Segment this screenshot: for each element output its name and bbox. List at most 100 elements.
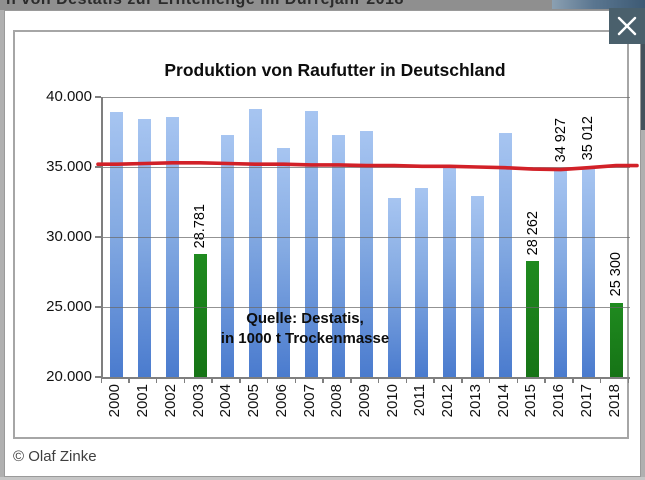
x-slot: 2000 xyxy=(101,384,129,436)
x-tick-label: 2018 xyxy=(605,384,623,418)
background-image-sliver xyxy=(552,0,645,9)
bar-slot: 34 927 xyxy=(547,97,575,377)
y-tick xyxy=(95,376,101,378)
x-tick-label: 2001 xyxy=(134,384,152,418)
bar-2004 xyxy=(221,134,235,377)
x-tick xyxy=(183,379,186,383)
x-tick-label: 2014 xyxy=(494,384,512,418)
plot-area: 28.781 28 262 34 927 35 012 25 300 xyxy=(96,96,639,379)
bar-slot: 28 262 xyxy=(519,97,547,377)
x-tick xyxy=(599,379,602,383)
x-axis-ticks xyxy=(100,379,629,384)
source-note-line1: Quelle: Destatis, xyxy=(246,310,364,327)
x-slot: 2018 xyxy=(600,384,628,436)
x-tick xyxy=(627,379,629,383)
bar-2016 xyxy=(554,168,568,377)
x-tick xyxy=(211,379,213,383)
bar-slot xyxy=(408,97,436,377)
y-tick-label: 35.000 xyxy=(46,158,92,175)
bar-2003 xyxy=(193,254,207,377)
bar-slot xyxy=(380,97,408,377)
y-tick-label: 40.000 xyxy=(46,88,92,105)
y-tick xyxy=(95,96,101,98)
bar-2014 xyxy=(498,133,512,377)
bar-value-label: 34 927 xyxy=(552,117,569,163)
source-note-line2: in 1000 t Trockenmasse xyxy=(220,329,390,347)
bar-value-label: 25 300 xyxy=(608,252,625,297)
y-tick xyxy=(95,166,101,168)
x-tick xyxy=(128,379,130,383)
x-tick-label: 2010 xyxy=(383,384,401,418)
bar-slot xyxy=(353,97,381,377)
x-tick xyxy=(239,379,241,383)
x-slot: 2009 xyxy=(351,384,379,436)
bar-value-label: 28 262 xyxy=(524,210,541,256)
x-tick-label: 2002 xyxy=(161,384,179,418)
bar-slot xyxy=(325,97,353,377)
x-tick-label: 2011 xyxy=(411,384,429,417)
bar-2002 xyxy=(165,117,179,377)
x-slot: 2012 xyxy=(434,384,462,436)
x-slot: 2017 xyxy=(573,384,601,436)
x-slot: 2003 xyxy=(184,384,212,436)
bar-slot: 35 012 xyxy=(575,97,603,377)
x-tick-label: 2006 xyxy=(272,384,290,418)
x-tick xyxy=(572,379,574,383)
y-tick xyxy=(95,306,101,308)
x-slot: 2011 xyxy=(406,384,434,436)
bar-value-label: 35 012 xyxy=(580,116,597,161)
background-page-strip: n von Destatis zur Erntemenge im Dürreja… xyxy=(0,0,645,10)
close-icon xyxy=(617,16,637,36)
x-tick-label: 2015 xyxy=(522,384,540,418)
bar-2015 xyxy=(526,261,540,377)
x-tick xyxy=(516,379,519,383)
x-tick xyxy=(100,379,102,383)
bar-2017 xyxy=(581,166,595,377)
x-slot: 2016 xyxy=(545,384,573,436)
x-slot: 2004 xyxy=(212,384,240,436)
bar-slot xyxy=(214,97,242,377)
x-slot: 2010 xyxy=(378,384,406,436)
bar-slot xyxy=(464,97,492,377)
bars: 28.781 28 262 34 927 35 012 25 300 xyxy=(103,97,630,377)
bar-slot xyxy=(436,97,464,377)
bar-slot xyxy=(158,97,186,377)
x-tick-label: 2008 xyxy=(328,384,346,418)
bar-slot: 25 300 xyxy=(602,97,630,377)
y-tick-label: 30.000 xyxy=(46,228,92,245)
x-slot: 2013 xyxy=(462,384,490,436)
x-slot: 2002 xyxy=(156,384,184,436)
background-bottom-edge xyxy=(0,477,645,480)
bar-2012 xyxy=(443,166,457,377)
bar-2005 xyxy=(249,108,263,377)
x-tick-label: 2003 xyxy=(189,384,207,418)
background-edge xyxy=(641,44,645,130)
bar-2007 xyxy=(304,111,318,377)
x-slot: 2006 xyxy=(267,384,295,436)
bar-2011 xyxy=(415,188,429,377)
x-tick xyxy=(266,379,269,383)
x-tick xyxy=(405,379,408,383)
bar-value-label: 28.781 xyxy=(192,203,209,249)
y-tick xyxy=(95,236,101,238)
x-slot: 2008 xyxy=(323,384,351,436)
x-tick xyxy=(322,379,324,383)
bar-slot xyxy=(131,97,159,377)
x-tick-label: 2013 xyxy=(466,384,484,418)
bar-2000 xyxy=(110,112,124,377)
x-slot: 2001 xyxy=(129,384,157,436)
close-button[interactable] xyxy=(609,8,645,44)
copyright-credit: © Olaf Zinke xyxy=(13,448,97,465)
bar-2006 xyxy=(276,148,290,377)
bar-slot xyxy=(103,97,131,377)
source-note: Quelle: Destatis, in 1000 t Trockenmasse xyxy=(160,309,450,348)
y-tick-label: 25.000 xyxy=(46,298,92,315)
x-tick xyxy=(155,379,158,383)
x-tick-label: 2004 xyxy=(217,384,235,418)
bar-2001 xyxy=(138,119,152,377)
x-tick-label: 2017 xyxy=(577,384,595,418)
bar-2008 xyxy=(332,134,346,377)
x-slot: 2007 xyxy=(295,384,323,436)
x-tick xyxy=(350,379,352,383)
